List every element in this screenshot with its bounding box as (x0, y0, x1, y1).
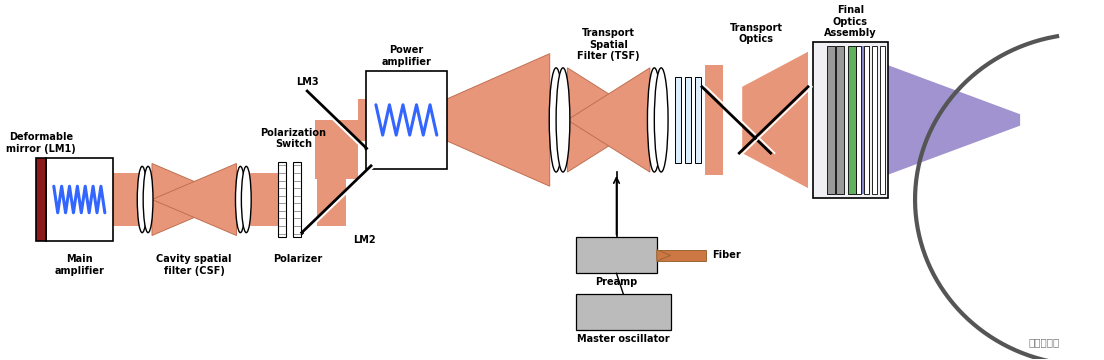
Bar (315, 120, 358, 179)
Polygon shape (447, 54, 550, 186)
Text: Master oscillator: Master oscillator (577, 334, 670, 344)
Bar (827, 46, 835, 194)
Ellipse shape (556, 68, 570, 172)
Bar (837, 46, 845, 194)
Ellipse shape (137, 166, 147, 233)
Bar (317, 173, 347, 226)
Text: Polarizer: Polarizer (273, 255, 322, 265)
Text: LM3: LM3 (296, 77, 318, 87)
Bar (686, 77, 691, 163)
Text: Deformable
mirror (LM1): Deformable mirror (LM1) (7, 132, 76, 154)
Text: Fiber: Fiber (712, 250, 741, 260)
Bar (872, 46, 877, 194)
Bar (248, 173, 278, 226)
Bar (367, 71, 447, 169)
Text: Final
Optics
Assembly: Final Optics Assembly (824, 5, 877, 39)
Text: Cavity spatial
filter (CSF): Cavity spatial filter (CSF) (157, 255, 232, 276)
Ellipse shape (242, 166, 252, 233)
Ellipse shape (144, 166, 153, 233)
Polygon shape (152, 163, 236, 235)
Bar (278, 162, 286, 237)
Ellipse shape (647, 68, 661, 172)
Bar (113, 173, 140, 226)
Polygon shape (152, 163, 236, 235)
Bar (813, 42, 888, 198)
Ellipse shape (235, 166, 245, 233)
Text: Polarization
Switch: Polarization Switch (261, 127, 327, 149)
Bar (864, 46, 869, 194)
Bar (880, 46, 884, 194)
Polygon shape (657, 250, 670, 261)
Polygon shape (742, 52, 808, 188)
Bar (294, 162, 301, 237)
Bar (813, 52, 829, 188)
Ellipse shape (655, 68, 668, 172)
Polygon shape (567, 68, 650, 172)
Text: 老朝说科学: 老朝说科学 (1028, 337, 1060, 347)
Bar (576, 237, 657, 273)
Polygon shape (888, 65, 1020, 175)
Text: Main
amplifier: Main amplifier (54, 255, 104, 276)
Bar (576, 294, 670, 330)
Bar (657, 250, 705, 261)
Text: Transport
Spatial
Filter (TSF): Transport Spatial Filter (TSF) (577, 28, 640, 61)
Text: Power
amplifier: Power amplifier (381, 45, 432, 67)
Bar (704, 65, 722, 175)
Bar (848, 46, 856, 194)
Bar (358, 99, 367, 141)
Polygon shape (567, 68, 650, 172)
Bar (36, 158, 46, 241)
Bar (856, 46, 861, 194)
Ellipse shape (549, 68, 563, 172)
Bar (46, 173, 113, 226)
Text: Transport
Optics: Transport Optics (730, 23, 783, 44)
Bar (696, 77, 701, 163)
Text: Preamp: Preamp (595, 277, 638, 287)
Bar (46, 158, 113, 241)
Text: LM2: LM2 (353, 235, 375, 246)
Bar (856, 46, 870, 194)
Bar (676, 77, 681, 163)
